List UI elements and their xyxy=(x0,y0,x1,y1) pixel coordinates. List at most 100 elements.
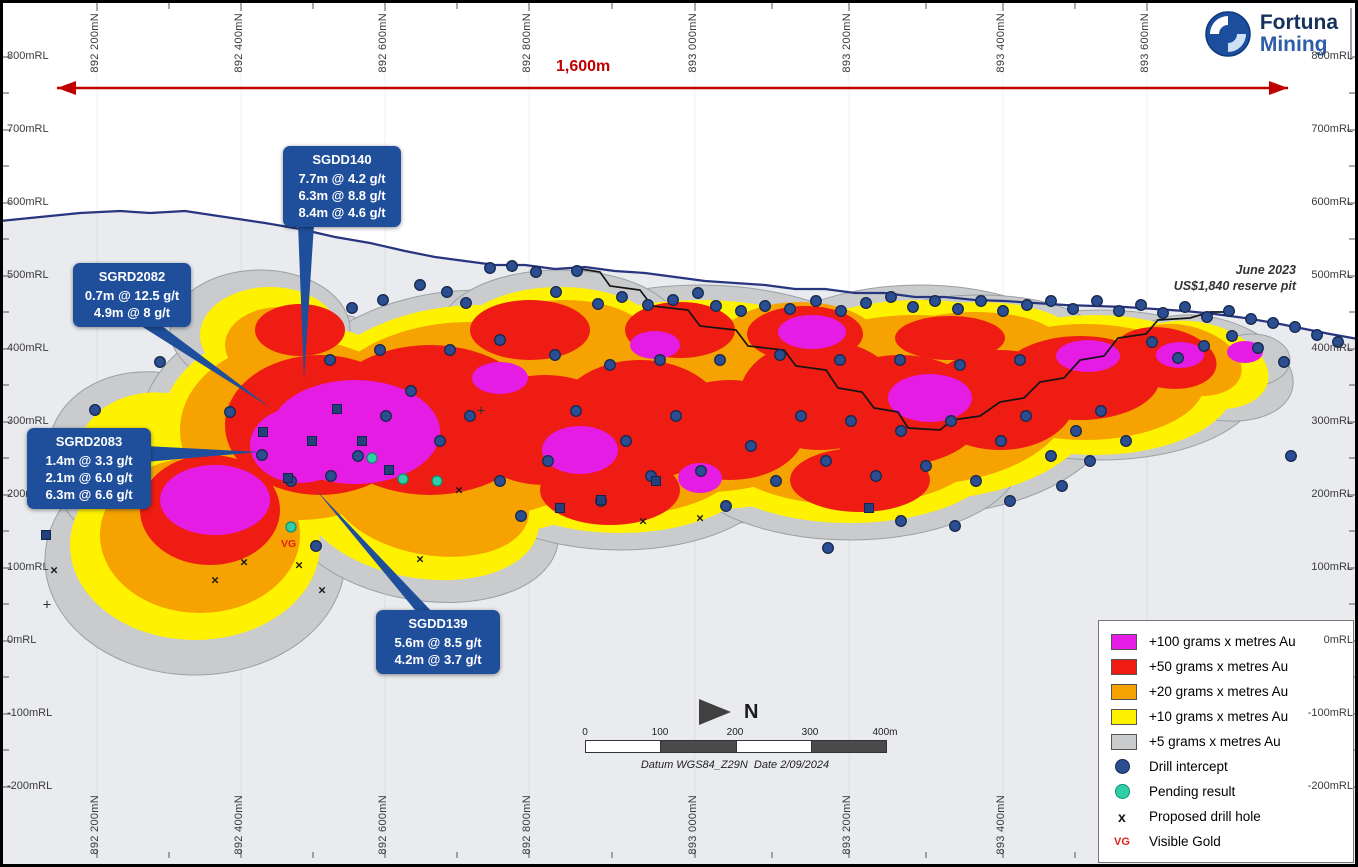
callout-intercept-line: 1.4m @ 3.3 g/t xyxy=(45,453,133,468)
drill-intercept-dot xyxy=(1067,303,1079,315)
scalebar-tick-label: 300 xyxy=(801,727,819,738)
drill-intercept-dot xyxy=(720,500,732,512)
proposed-hole-x-icon: × xyxy=(211,573,219,588)
drill-intercept-dot xyxy=(1157,307,1169,319)
drill-intercept-dot xyxy=(325,470,337,482)
drill-intercept-dot xyxy=(1285,450,1297,462)
drill-intercept-dot xyxy=(774,349,786,361)
drill-intercept-dot xyxy=(1091,295,1103,307)
legend-label: Pending result xyxy=(1149,784,1236,799)
legend-item: Pending result xyxy=(1111,779,1347,804)
callout-sgdd140: SGDD140 7.7m @ 4.2 g/t 6.3m @ 8.8 g/t 8.4m … xyxy=(283,146,401,228)
drill-intercept-dot xyxy=(834,354,846,366)
drill-intercept-dot xyxy=(995,435,1007,447)
grade-shell-plus50 xyxy=(895,316,1005,360)
datum-note: Datum WGS84_Z29N Date 2/09/2024 xyxy=(640,759,830,771)
drill-intercept-square xyxy=(357,436,367,446)
drill-intercept-dot xyxy=(494,475,506,487)
drill-intercept-dot xyxy=(870,470,882,482)
drill-intercept-square xyxy=(41,530,51,540)
drill-intercept-dot xyxy=(550,286,562,298)
scalebar-tick-label: 200 xyxy=(726,727,744,738)
drill-intercept-dot xyxy=(845,415,857,427)
drill-intercept-dot xyxy=(745,440,757,452)
drill-intercept-dot xyxy=(1120,435,1132,447)
drill-intercept-dot xyxy=(1014,354,1026,366)
callout-title: SGRD2083 xyxy=(55,434,123,449)
drill-intercept-dot xyxy=(352,450,364,462)
drill-intercept-dot xyxy=(1201,311,1213,323)
legend-item: +50 grams x metres Au xyxy=(1111,654,1347,679)
drill-intercept-dot xyxy=(929,295,941,307)
callout-intercept-line: 0.7m @ 12.5 g/t xyxy=(84,288,180,303)
drill-intercept-dot xyxy=(1223,305,1235,317)
drill-intercept-dot xyxy=(460,297,472,309)
scalebar-segment xyxy=(735,741,811,752)
legend-label: Proposed drill hole xyxy=(1149,809,1261,824)
drill-intercept-dot xyxy=(1245,313,1257,325)
logo-word-fortuna: Fortuna xyxy=(1259,10,1338,34)
northing-label-bottom: 893 400mN xyxy=(995,795,1007,855)
drill-intercept-dot xyxy=(1045,450,1057,462)
legend-item: Drill intercept xyxy=(1111,754,1347,779)
drill-intercept-dot xyxy=(1004,495,1016,507)
drill-intercept-dot xyxy=(530,266,542,278)
drill-intercept-dot xyxy=(377,294,389,306)
drill-intercept-square xyxy=(332,404,342,414)
drill-intercept-dot xyxy=(654,354,666,366)
drill-intercept-dot xyxy=(1311,329,1323,341)
callout-intercept-line: 4.9m @ 8 g/t xyxy=(93,305,171,321)
drill-intercept-dot xyxy=(464,410,476,422)
grade-shell-plus100 xyxy=(678,463,722,493)
drill-intercept-dot xyxy=(444,344,456,356)
drill-intercept-dot xyxy=(820,455,832,467)
drill-intercept-dot xyxy=(441,286,453,298)
elevation-label-right: 100mRL xyxy=(1311,561,1353,573)
drill-intercept-dot xyxy=(310,540,322,552)
elevation-label-left: -200mRL xyxy=(7,780,53,792)
callout-intercept-line: 4.2m @ 3.7 g/t xyxy=(394,652,482,668)
callout-leader xyxy=(316,490,436,616)
drill-intercept-square xyxy=(864,503,874,513)
drill-intercept-dot xyxy=(224,406,236,418)
legend-item: +10 grams x metres Au xyxy=(1111,704,1347,729)
north-label: N xyxy=(744,700,759,723)
drill-intercept-dot xyxy=(592,298,604,310)
drill-intercept-dot xyxy=(975,295,987,307)
callout-sgrd2082: SGRD2082 0.7m @ 12.5 g/t 4.9m @ 8 g/t xyxy=(73,263,191,328)
drill-intercept-dot xyxy=(770,475,782,487)
proposed-hole-plus-icon: + xyxy=(477,403,486,420)
drill-intercept-dot xyxy=(494,334,506,346)
legend: +100 grams x metres Au +50 grams x metres… xyxy=(1098,620,1354,863)
drill-intercept-dot xyxy=(710,300,722,312)
scale-bar-segments xyxy=(585,740,887,753)
legend-swatch-plus20 xyxy=(1111,683,1145,700)
callout-title: SGDD140 xyxy=(312,152,372,167)
northing-label-top: 893 400mN xyxy=(995,13,1007,73)
northing-label-bottom: 893 000mN xyxy=(687,795,699,855)
drill-intercept-dot xyxy=(670,410,682,422)
drill-intercept-dot xyxy=(795,410,807,422)
drill-intercept-dot xyxy=(860,297,872,309)
drill-intercept-dot xyxy=(692,287,704,299)
northing-label-top: 893 600mN xyxy=(1139,13,1151,73)
pending-result-dot xyxy=(366,452,378,464)
drill-intercept-dot xyxy=(571,265,583,277)
elevation-label-right: 600mRL xyxy=(1311,196,1353,208)
callout-title: SGRD2082 xyxy=(98,269,166,284)
callout-leader xyxy=(298,224,314,380)
legend-label: +50 grams x metres Au xyxy=(1149,659,1289,674)
drill-intercept-dot xyxy=(667,294,679,306)
grade-shell-plus50 xyxy=(470,300,590,360)
elevation-label-right: -100mRL xyxy=(1307,707,1353,719)
callout-intercept-line: 5.6m @ 8.5 g/t xyxy=(394,635,482,650)
drill-intercept-dot xyxy=(810,295,822,307)
proposed-hole-x-icon: × xyxy=(240,555,248,570)
drill-intercept-dot xyxy=(1289,321,1301,333)
drill-intercept-dot xyxy=(549,349,561,361)
legend-label: Visible Gold xyxy=(1149,834,1221,849)
drill-intercept-dot xyxy=(542,455,554,467)
drill-intercept-dot xyxy=(346,302,358,314)
drill-intercept-dot xyxy=(374,344,386,356)
